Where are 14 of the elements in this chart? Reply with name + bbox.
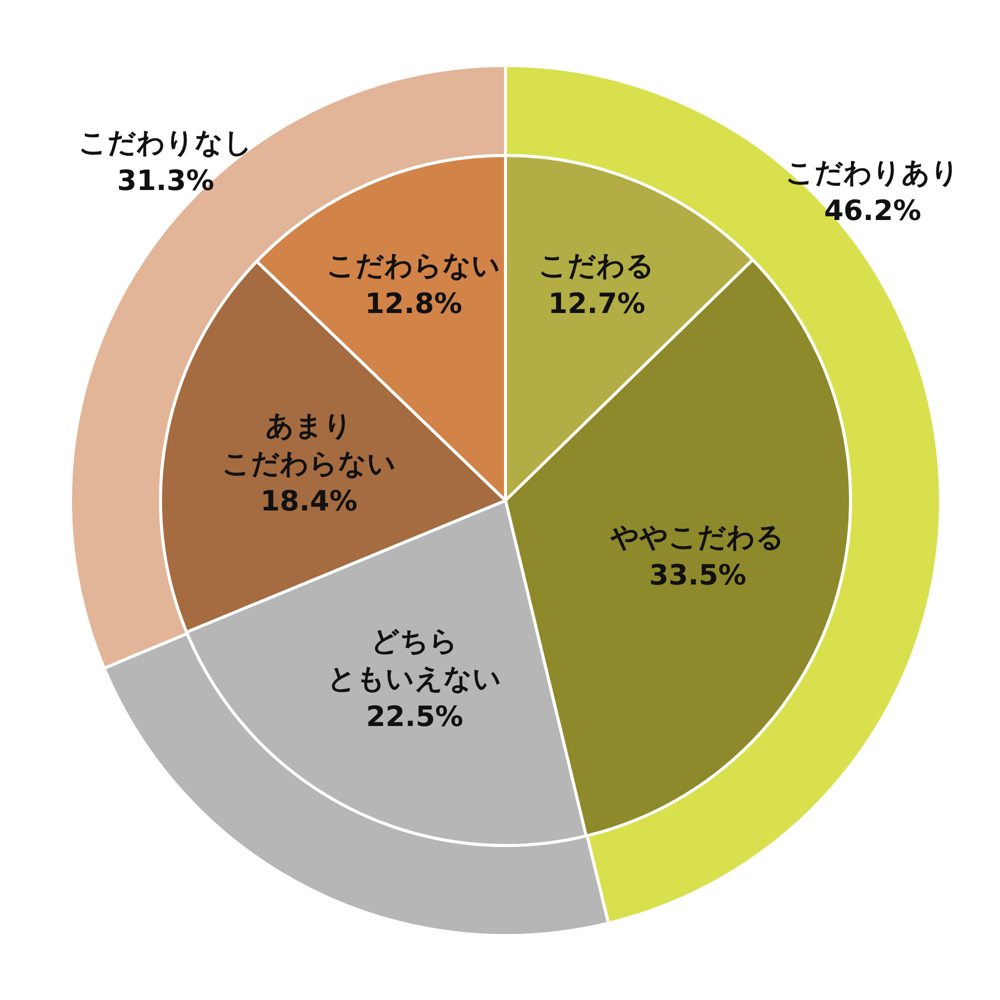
- data-label: 46.2%: [824, 194, 922, 227]
- data-label: 31.3%: [117, 164, 214, 197]
- text: こだわりあり: [786, 156, 960, 189]
- data-label: 18.4%: [260, 484, 358, 518]
- text: こだわりなし: [78, 126, 253, 160]
- data-label: 22.5%: [366, 700, 464, 734]
- slice-label: こだわる: [538, 248, 655, 282]
- slice-label: こだわらない: [326, 249, 501, 282]
- slice-label: どちらともいえない: [328, 624, 502, 696]
- data-label: 12.8%: [365, 287, 462, 320]
- data-label: 12.7%: [548, 286, 646, 320]
- data-label: 33.5%: [649, 558, 746, 592]
- slice-label: あまりこだわらない: [222, 408, 396, 480]
- slice-label: ややこだわる: [610, 520, 785, 554]
